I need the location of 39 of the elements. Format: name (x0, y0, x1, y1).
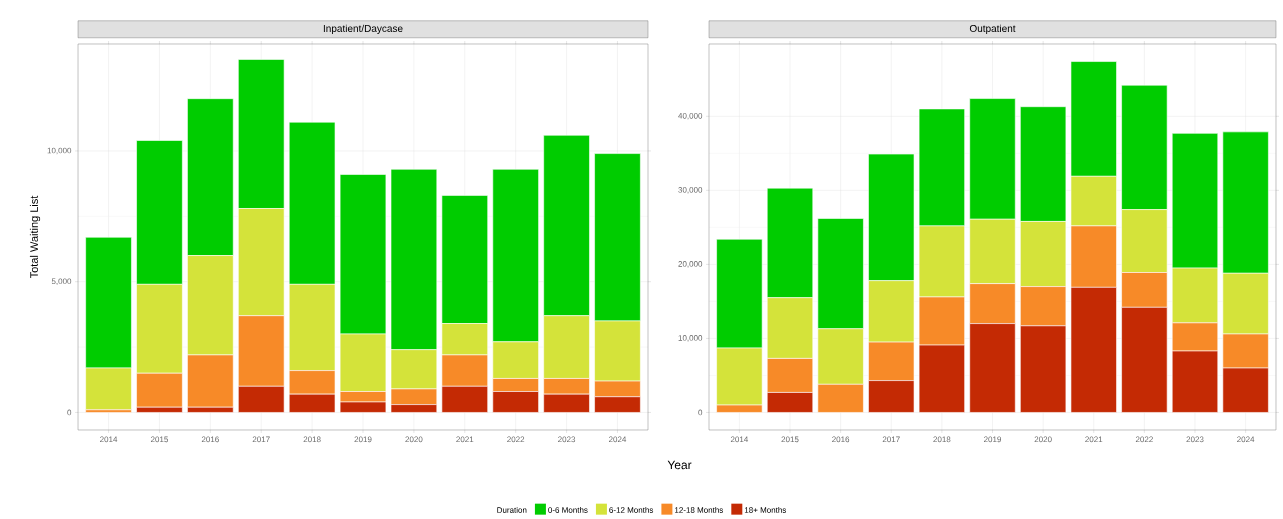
legend-title: Duration (497, 507, 527, 513)
x-tick-label: 2019 (984, 436, 1002, 443)
legend-label: 6-12 Months (609, 507, 654, 513)
x-tick-label: 2020 (1034, 436, 1052, 443)
y-tick-label: 10,000 (47, 147, 72, 155)
y-tick-label: 0 (698, 409, 703, 416)
x-axis-title: Year (667, 460, 692, 470)
x-tick-label: 2020 (405, 436, 423, 443)
x-tick-label: 2021 (456, 436, 474, 443)
x-tick-label: 2023 (1186, 436, 1204, 443)
x-tick-label: 2014 (100, 436, 118, 443)
x-tick-label: 2017 (252, 436, 270, 443)
y-tick-label: 0 (67, 409, 72, 416)
x-tick-label: 2022 (507, 436, 525, 443)
x-tick-label: 2024 (608, 436, 627, 443)
x-tick-label: 2019 (354, 436, 372, 443)
y-axis-title: Total Waiting List (29, 195, 41, 279)
legend-label: 12-18 Months (675, 507, 724, 513)
x-tick-label: 2015 (781, 436, 799, 443)
x-tick-label: 2017 (882, 436, 900, 443)
x-tick-label: 2016 (201, 436, 219, 443)
chart-title: Outpatient (969, 24, 1016, 34)
legend-label: 0-6 Months (548, 507, 588, 513)
y-tick-label: 5,000 (51, 278, 72, 285)
y-tick-label: 10,000 (678, 335, 703, 342)
x-tick-label: 2016 (832, 436, 850, 443)
x-tick-label: 2023 (558, 436, 576, 443)
y-tick-label: 20,000 (678, 261, 703, 268)
y-tick-label: 40,000 (678, 113, 703, 120)
chart-title: Inpatient/Daycase (323, 24, 403, 34)
x-tick-label: 2014 (730, 436, 749, 443)
legend-label: 18+ Months (744, 507, 787, 513)
x-tick-label: 2022 (1135, 436, 1153, 443)
x-tick-label: 2018 (933, 436, 951, 443)
x-tick-label: 2021 (1085, 436, 1103, 443)
x-tick-label: 2024 (1237, 436, 1255, 443)
y-tick-label: 30,000 (678, 187, 703, 194)
x-tick-label: 2018 (303, 436, 321, 443)
x-tick-label: 2015 (150, 436, 168, 443)
